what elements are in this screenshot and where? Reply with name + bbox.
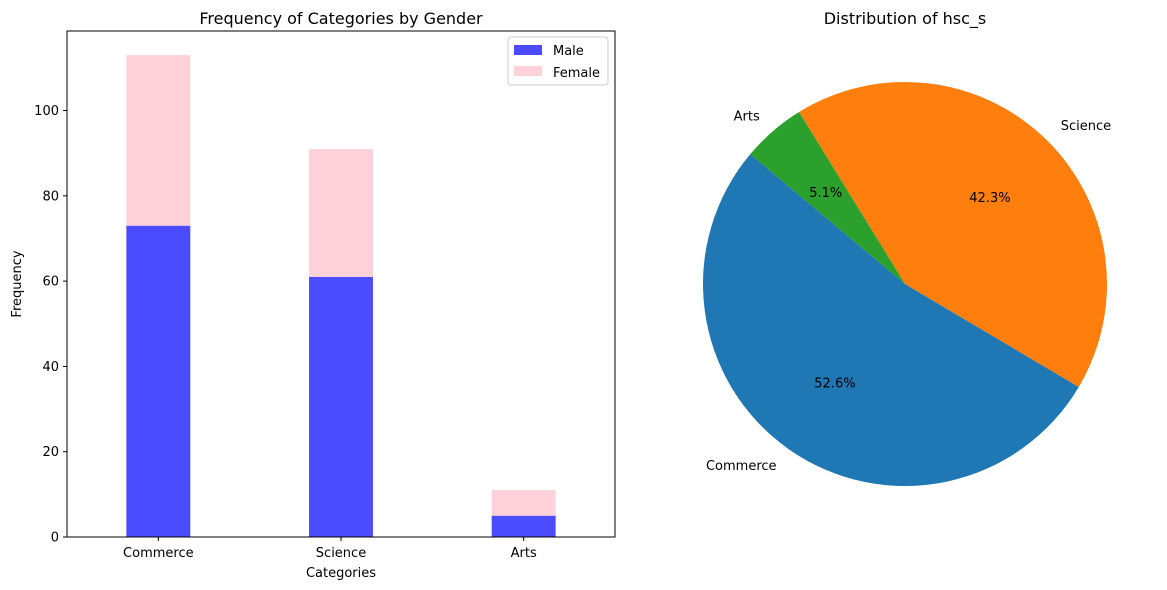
pie-chart: Distribution of hsc_s Commerce 52.6% Scien… <box>703 9 1111 486</box>
bar-chart: Frequency of Categories by Gender Commer… <box>10 9 616 581</box>
legend: Male Female <box>507 36 609 86</box>
y-axis-label: Frequency <box>10 250 25 317</box>
bar-female-science <box>309 148 373 277</box>
pie-slice-arts <box>750 112 905 285</box>
bar-male-arts <box>491 515 556 537</box>
y-tick-label: 0 <box>51 531 59 546</box>
x-axis-label: Categories <box>306 566 376 581</box>
bar-chart-title: Frequency of Categories by Gender <box>199 9 483 28</box>
pie-labels: Commerce 52.6% Science 42.3% Arts 5.1% <box>706 109 1111 473</box>
bar-male-science <box>309 276 373 537</box>
legend-label-male: Male <box>553 44 584 59</box>
y-tick-label: 60 <box>42 275 59 290</box>
pie-label-commerce: Commerce <box>706 459 777 474</box>
x-tick-label: Arts <box>511 546 537 561</box>
pie-percent-commerce: 52.6% <box>814 376 855 391</box>
pie-label-science: Science <box>1061 119 1111 134</box>
pie-chart-title: Distribution of hsc_s <box>824 9 987 29</box>
bar-plot-area <box>126 55 556 537</box>
x-axis-ticks: Commerce Science Arts <box>123 537 537 561</box>
y-tick-label: 80 <box>42 189 59 204</box>
pie-label-arts: Arts <box>734 109 760 124</box>
legend-swatch-female <box>514 66 542 76</box>
pie-percent-arts: 5.1% <box>809 186 842 201</box>
bar-female-arts <box>491 490 556 516</box>
pie-slices <box>703 81 1107 486</box>
y-axis-ticks: 0 20 40 60 80 100 <box>34 104 67 546</box>
pie-slice-commerce <box>703 154 1079 486</box>
x-tick-label: Commerce <box>123 546 194 561</box>
legend-label-female: Female <box>553 66 600 81</box>
y-tick-label: 20 <box>42 445 59 460</box>
pie-percent-science: 42.3% <box>969 191 1010 206</box>
x-tick-label: Science <box>316 546 366 561</box>
bar-male-commerce <box>126 225 191 537</box>
legend-swatch-male <box>514 45 542 55</box>
y-tick-label: 100 <box>34 104 59 119</box>
pie-slice-science <box>799 81 1107 387</box>
bar-female-commerce <box>126 55 191 226</box>
y-tick-label: 40 <box>42 360 59 375</box>
